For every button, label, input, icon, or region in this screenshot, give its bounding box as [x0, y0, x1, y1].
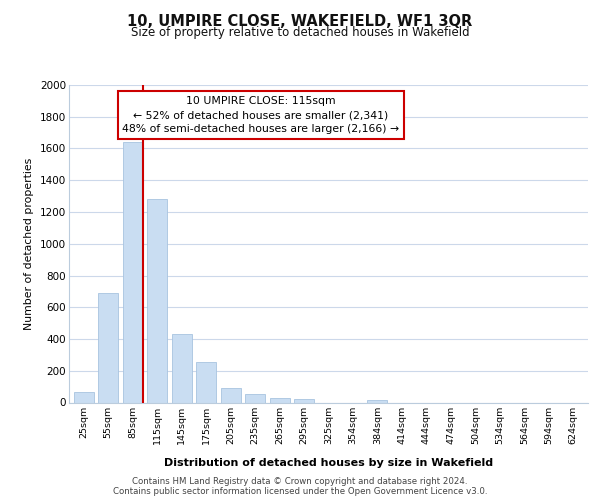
Bar: [367, 400, 388, 402]
Bar: [294, 399, 314, 402]
Bar: [221, 388, 241, 402]
Bar: [172, 334, 191, 402]
Bar: [98, 293, 118, 403]
Bar: [147, 198, 167, 402]
Bar: [122, 142, 143, 403]
Bar: [245, 394, 265, 402]
Text: Contains HM Land Registry data © Crown copyright and database right 2024.
Contai: Contains HM Land Registry data © Crown c…: [113, 476, 487, 496]
Bar: [196, 362, 216, 403]
X-axis label: Distribution of detached houses by size in Wakefield: Distribution of detached houses by size …: [164, 458, 493, 468]
Text: 10 UMPIRE CLOSE: 115sqm
← 52% of detached houses are smaller (2,341)
48% of semi: 10 UMPIRE CLOSE: 115sqm ← 52% of detache…: [122, 96, 400, 134]
Y-axis label: Number of detached properties: Number of detached properties: [25, 158, 34, 330]
Bar: [269, 398, 290, 402]
Bar: [74, 392, 94, 402]
Text: Size of property relative to detached houses in Wakefield: Size of property relative to detached ho…: [131, 26, 469, 39]
Text: 10, UMPIRE CLOSE, WAKEFIELD, WF1 3QR: 10, UMPIRE CLOSE, WAKEFIELD, WF1 3QR: [127, 14, 473, 29]
